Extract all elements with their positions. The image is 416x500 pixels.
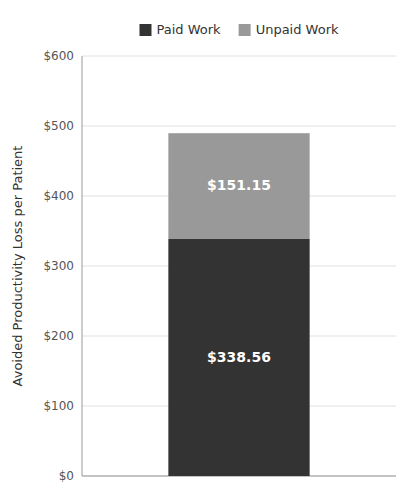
y-tick-label: $0	[59, 469, 74, 483]
data-label: $338.56	[207, 349, 271, 365]
legend-swatch	[139, 24, 151, 36]
grid-line	[82, 56, 396, 57]
legend: Paid Work Unpaid Work	[139, 22, 339, 37]
legend-item: Paid Work	[139, 22, 221, 37]
legend-swatch	[239, 24, 251, 36]
data-labels: $338.56 $151.15	[207, 177, 271, 364]
legend-label: Paid Work	[156, 22, 221, 37]
legend-label: Unpaid Work	[256, 22, 339, 37]
y-tick-label: $200	[43, 329, 74, 343]
y-tick-label: $100	[43, 399, 74, 413]
y-tick-label: $600	[43, 49, 74, 63]
grid-line	[82, 126, 396, 127]
grid	[82, 56, 396, 476]
bar-segment	[168, 133, 309, 239]
bars	[168, 133, 309, 476]
bar-segment	[168, 239, 309, 476]
legend-item: Unpaid Work	[239, 22, 339, 37]
y-tick-label: $400	[43, 189, 74, 203]
chart: $0 $100 $200 $300 $400 $500 $600 Avoided Produc…	[0, 0, 416, 500]
data-label: $151.15	[207, 177, 271, 193]
y-tick-label: $300	[43, 259, 74, 273]
y-axis-line	[82, 56, 83, 476]
y-tick-label: $500	[43, 119, 74, 133]
y-axis-label: Avoided Productivity Loss per Patient	[10, 146, 25, 387]
